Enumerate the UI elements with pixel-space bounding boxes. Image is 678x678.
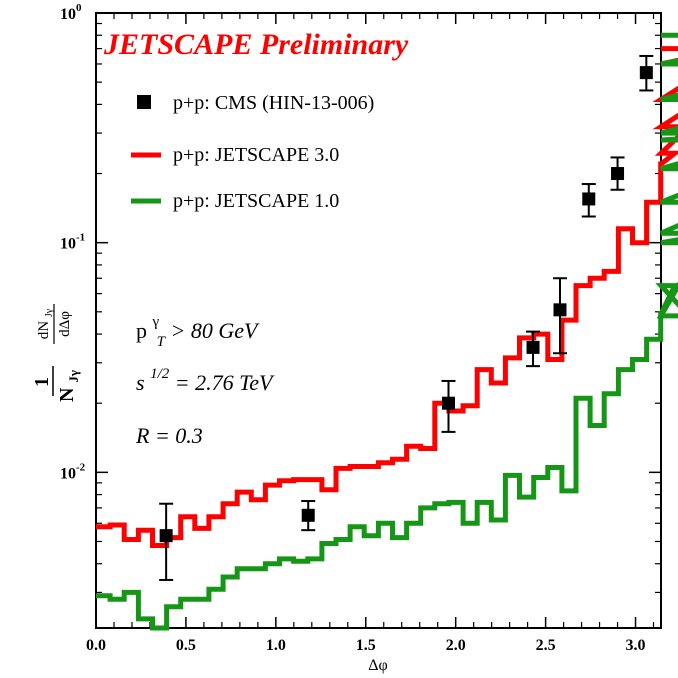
- annotation-sqrt-s-base: s: [136, 370, 145, 395]
- x-tick-label: 3.0: [626, 637, 646, 654]
- legend-jetscape3-label: p+p: JETSCAPE 3.0: [173, 144, 339, 166]
- annotation-sqrt-s-rest: = 2.76 TeV: [175, 370, 275, 395]
- series-line-p-p-jetscape-3-0: [96, 46, 678, 548]
- y-tick-label: 10-2: [60, 461, 86, 482]
- y-label-num-2-base: dN: [36, 321, 52, 340]
- y-tick-label-exponent: 0: [76, 2, 82, 14]
- y-tick-label-base: 10: [60, 236, 76, 253]
- annotation-radius: R = 0.3: [135, 423, 203, 448]
- data-point-marker: [526, 340, 540, 354]
- y-tick-label: 10-1: [60, 232, 85, 253]
- x-tick-label: 1.5: [356, 637, 376, 654]
- data-points: [159, 54, 654, 581]
- series-layer: [96, 32, 678, 631]
- annotation-pt-sub: T: [157, 334, 167, 350]
- annotation-pt-base: p: [136, 318, 147, 343]
- data-point-marker: [611, 167, 625, 181]
- data-point-marker: [582, 192, 596, 206]
- y-label-num-1: 1: [31, 377, 53, 387]
- x-tick-label: 2.5: [536, 637, 556, 654]
- y-tick-label-exponent: -2: [76, 461, 86, 473]
- x-tick-label: 1.0: [266, 637, 286, 654]
- x-tick-label: 0.5: [176, 637, 196, 654]
- annotation-sqrt-s-sup: 1/2: [150, 366, 170, 382]
- data-point-marker: [159, 529, 173, 543]
- legend-jetscape1-label: p+p: JETSCAPE 1.0: [173, 190, 339, 212]
- data-point-marker: [639, 66, 653, 80]
- y-tick-label-base: 10: [60, 6, 76, 23]
- annotation-pt-sup: γ: [152, 314, 160, 330]
- x-tick-label: 2.0: [446, 637, 466, 654]
- y-label-den-1-sub: Jγ: [66, 370, 81, 383]
- y-axis-label: 1 N Jγ dN Jγ dΔφ: [31, 304, 81, 402]
- series-line-p-p-jetscape-1-0: [96, 32, 678, 631]
- y-label-num-2-sub: Jγ: [44, 308, 55, 317]
- data-point-marker: [301, 508, 315, 522]
- annotation-sqrt-s: s 1/2 = 2.76 TeV: [136, 358, 275, 395]
- y-label-den-1: N Jγ: [56, 370, 81, 402]
- x-tick-label: 0.0: [86, 637, 106, 654]
- y-tick-label: 100: [60, 2, 82, 23]
- y-tick-label-exponent: -1: [76, 232, 85, 244]
- legend: p+p: CMS (HIN-13-006) p+p: JETSCAPE 3.0 …: [131, 92, 374, 212]
- x-axis-label: Δφ: [368, 657, 388, 674]
- legend-cms-marker: [137, 95, 151, 109]
- y-label-den-1-base: N: [56, 387, 78, 402]
- annotation-pt: p γ T > 80 GeV: [136, 306, 260, 351]
- y-label-den-2: dΔφ: [57, 311, 73, 337]
- annotation-pt-rest: > 80 GeV: [170, 318, 259, 343]
- data-point-marker: [441, 396, 455, 410]
- legend-cms-label: p+p: CMS (HIN-13-006): [173, 92, 374, 114]
- data-point-marker: [553, 303, 567, 317]
- y-label-num-2: dN Jγ: [36, 308, 55, 339]
- chart-title: JETSCAPE Preliminary: [103, 28, 409, 61]
- annotations: p γ T > 80 GeV s 1/2 = 2.76 TeV R = 0.3: [135, 306, 275, 448]
- y-tick-label-base: 10: [60, 465, 76, 482]
